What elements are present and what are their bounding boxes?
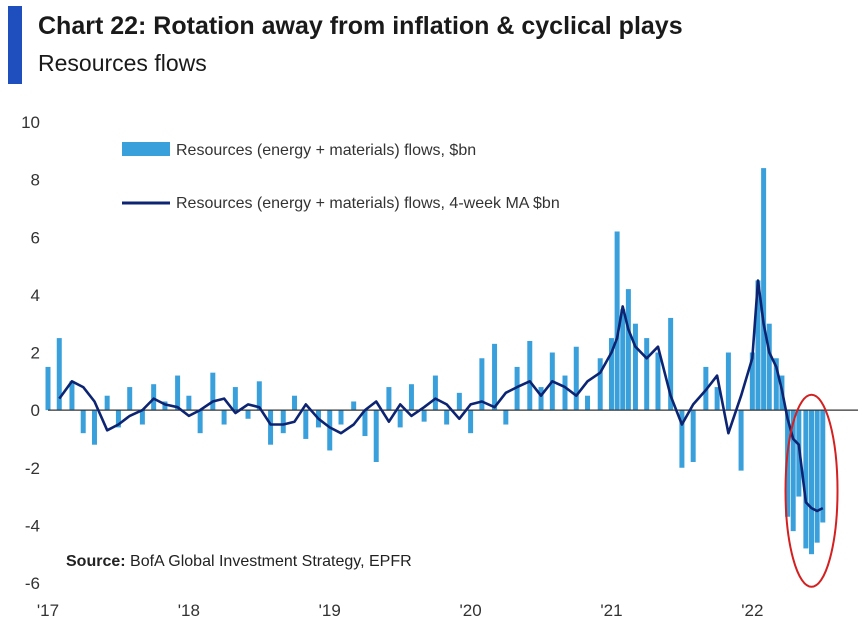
flow-bar bbox=[221, 410, 227, 425]
flow-bar bbox=[432, 375, 438, 411]
chart-title: Chart 22: Rotation away from inflation &… bbox=[38, 12, 683, 40]
flow-bar bbox=[327, 410, 333, 451]
flow-bar bbox=[468, 410, 474, 434]
y-tick-label: 10 bbox=[21, 113, 40, 132]
flow-bar bbox=[749, 352, 755, 411]
flow-bar bbox=[444, 410, 450, 425]
flow-bar bbox=[614, 231, 620, 411]
flow-bar bbox=[761, 168, 767, 411]
flow-bar bbox=[175, 375, 181, 411]
flow-bar bbox=[655, 352, 661, 411]
flow-bar bbox=[668, 317, 674, 411]
flow-bar bbox=[151, 384, 157, 411]
flow-bar bbox=[268, 410, 274, 445]
flow-bar bbox=[755, 280, 761, 411]
flow-bar bbox=[690, 410, 696, 462]
flow-bar bbox=[503, 410, 509, 425]
flow-bar bbox=[820, 410, 826, 523]
flow-bar bbox=[139, 410, 145, 425]
x-tick-label: '19 bbox=[319, 601, 341, 620]
flow-bar bbox=[809, 410, 815, 555]
flow-bar bbox=[162, 401, 168, 411]
flow-bar bbox=[814, 410, 820, 543]
flow-bar bbox=[127, 387, 133, 411]
title-accent-bar bbox=[8, 6, 22, 84]
flow-bar bbox=[256, 381, 262, 411]
ma-line bbox=[58, 279, 824, 513]
legend-bar-label: Resources (energy + materials) flows, $b… bbox=[176, 142, 476, 159]
y-tick-label: -4 bbox=[25, 516, 40, 535]
flow-bar bbox=[232, 387, 238, 411]
flow-bar bbox=[773, 358, 779, 411]
flow-bar bbox=[790, 410, 796, 532]
flow-bar bbox=[527, 340, 533, 411]
chart-subtitle: Resources flows bbox=[38, 50, 207, 76]
flow-bar bbox=[492, 343, 498, 411]
flow-bar bbox=[45, 366, 51, 411]
x-tick-label: '20 bbox=[460, 601, 482, 620]
flow-bar bbox=[292, 395, 298, 411]
flow-bar bbox=[197, 410, 203, 434]
flow-bar bbox=[632, 323, 638, 411]
highlight-circle bbox=[784, 393, 839, 588]
flow-bar bbox=[714, 387, 720, 411]
flow-bar bbox=[408, 384, 414, 411]
flow-bar bbox=[573, 346, 579, 411]
flow-bar bbox=[69, 381, 75, 411]
flow-bar bbox=[679, 410, 685, 468]
flow-bar bbox=[538, 387, 544, 411]
flow-bar bbox=[91, 410, 97, 445]
y-tick-label: -2 bbox=[25, 459, 40, 478]
legend-bar-swatch bbox=[122, 142, 170, 156]
flow-bar bbox=[608, 338, 614, 411]
flow-bar bbox=[585, 395, 591, 411]
flow-bar bbox=[479, 358, 485, 411]
flow-bar bbox=[597, 358, 603, 411]
flow-bar bbox=[280, 410, 286, 434]
source-label: Source: bbox=[66, 553, 126, 570]
x-tick-label: '18 bbox=[178, 601, 200, 620]
flow-bar bbox=[725, 352, 731, 411]
flow-bar bbox=[620, 309, 626, 411]
source-note: Source: BofA Global Investment Strategy,… bbox=[66, 553, 412, 571]
flow-bar bbox=[338, 410, 344, 425]
flow-bar bbox=[738, 410, 744, 471]
flow-bar bbox=[362, 410, 368, 437]
y-tick-label: 4 bbox=[31, 286, 40, 305]
y-tick-label: 0 bbox=[31, 401, 40, 420]
y-tick-label: 6 bbox=[31, 228, 40, 247]
flow-bar bbox=[456, 392, 462, 411]
y-tick-label: 8 bbox=[31, 171, 40, 190]
flow-bar bbox=[421, 410, 427, 422]
flow-bar bbox=[785, 410, 791, 517]
flow-bar bbox=[386, 387, 392, 411]
flow-bar bbox=[245, 410, 251, 419]
flow-bar bbox=[373, 410, 379, 462]
x-tick-label: '17 bbox=[37, 601, 59, 620]
source-text: BofA Global Investment Strategy, EPFR bbox=[130, 553, 412, 570]
y-tick-label: -6 bbox=[25, 574, 40, 593]
flow-bar bbox=[210, 372, 216, 411]
flow-bar bbox=[625, 289, 631, 411]
flow-bar bbox=[303, 410, 309, 439]
flow-bar bbox=[562, 375, 568, 411]
flow-bar bbox=[80, 410, 86, 434]
flow-bar bbox=[766, 323, 772, 411]
x-tick-label: '22 bbox=[741, 601, 763, 620]
flow-bar bbox=[803, 410, 809, 549]
flow-bar bbox=[397, 410, 403, 428]
flow-bar bbox=[351, 401, 357, 411]
flow-bar bbox=[56, 338, 62, 411]
x-tick-label: '21 bbox=[600, 601, 622, 620]
flow-bar bbox=[644, 338, 650, 411]
y-tick-label: 2 bbox=[31, 344, 40, 363]
legend-line-label: Resources (energy + materials) flows, 4-… bbox=[176, 195, 560, 212]
flow-bar bbox=[104, 395, 110, 411]
flow-bar bbox=[115, 410, 121, 428]
flow-bar bbox=[186, 395, 192, 411]
